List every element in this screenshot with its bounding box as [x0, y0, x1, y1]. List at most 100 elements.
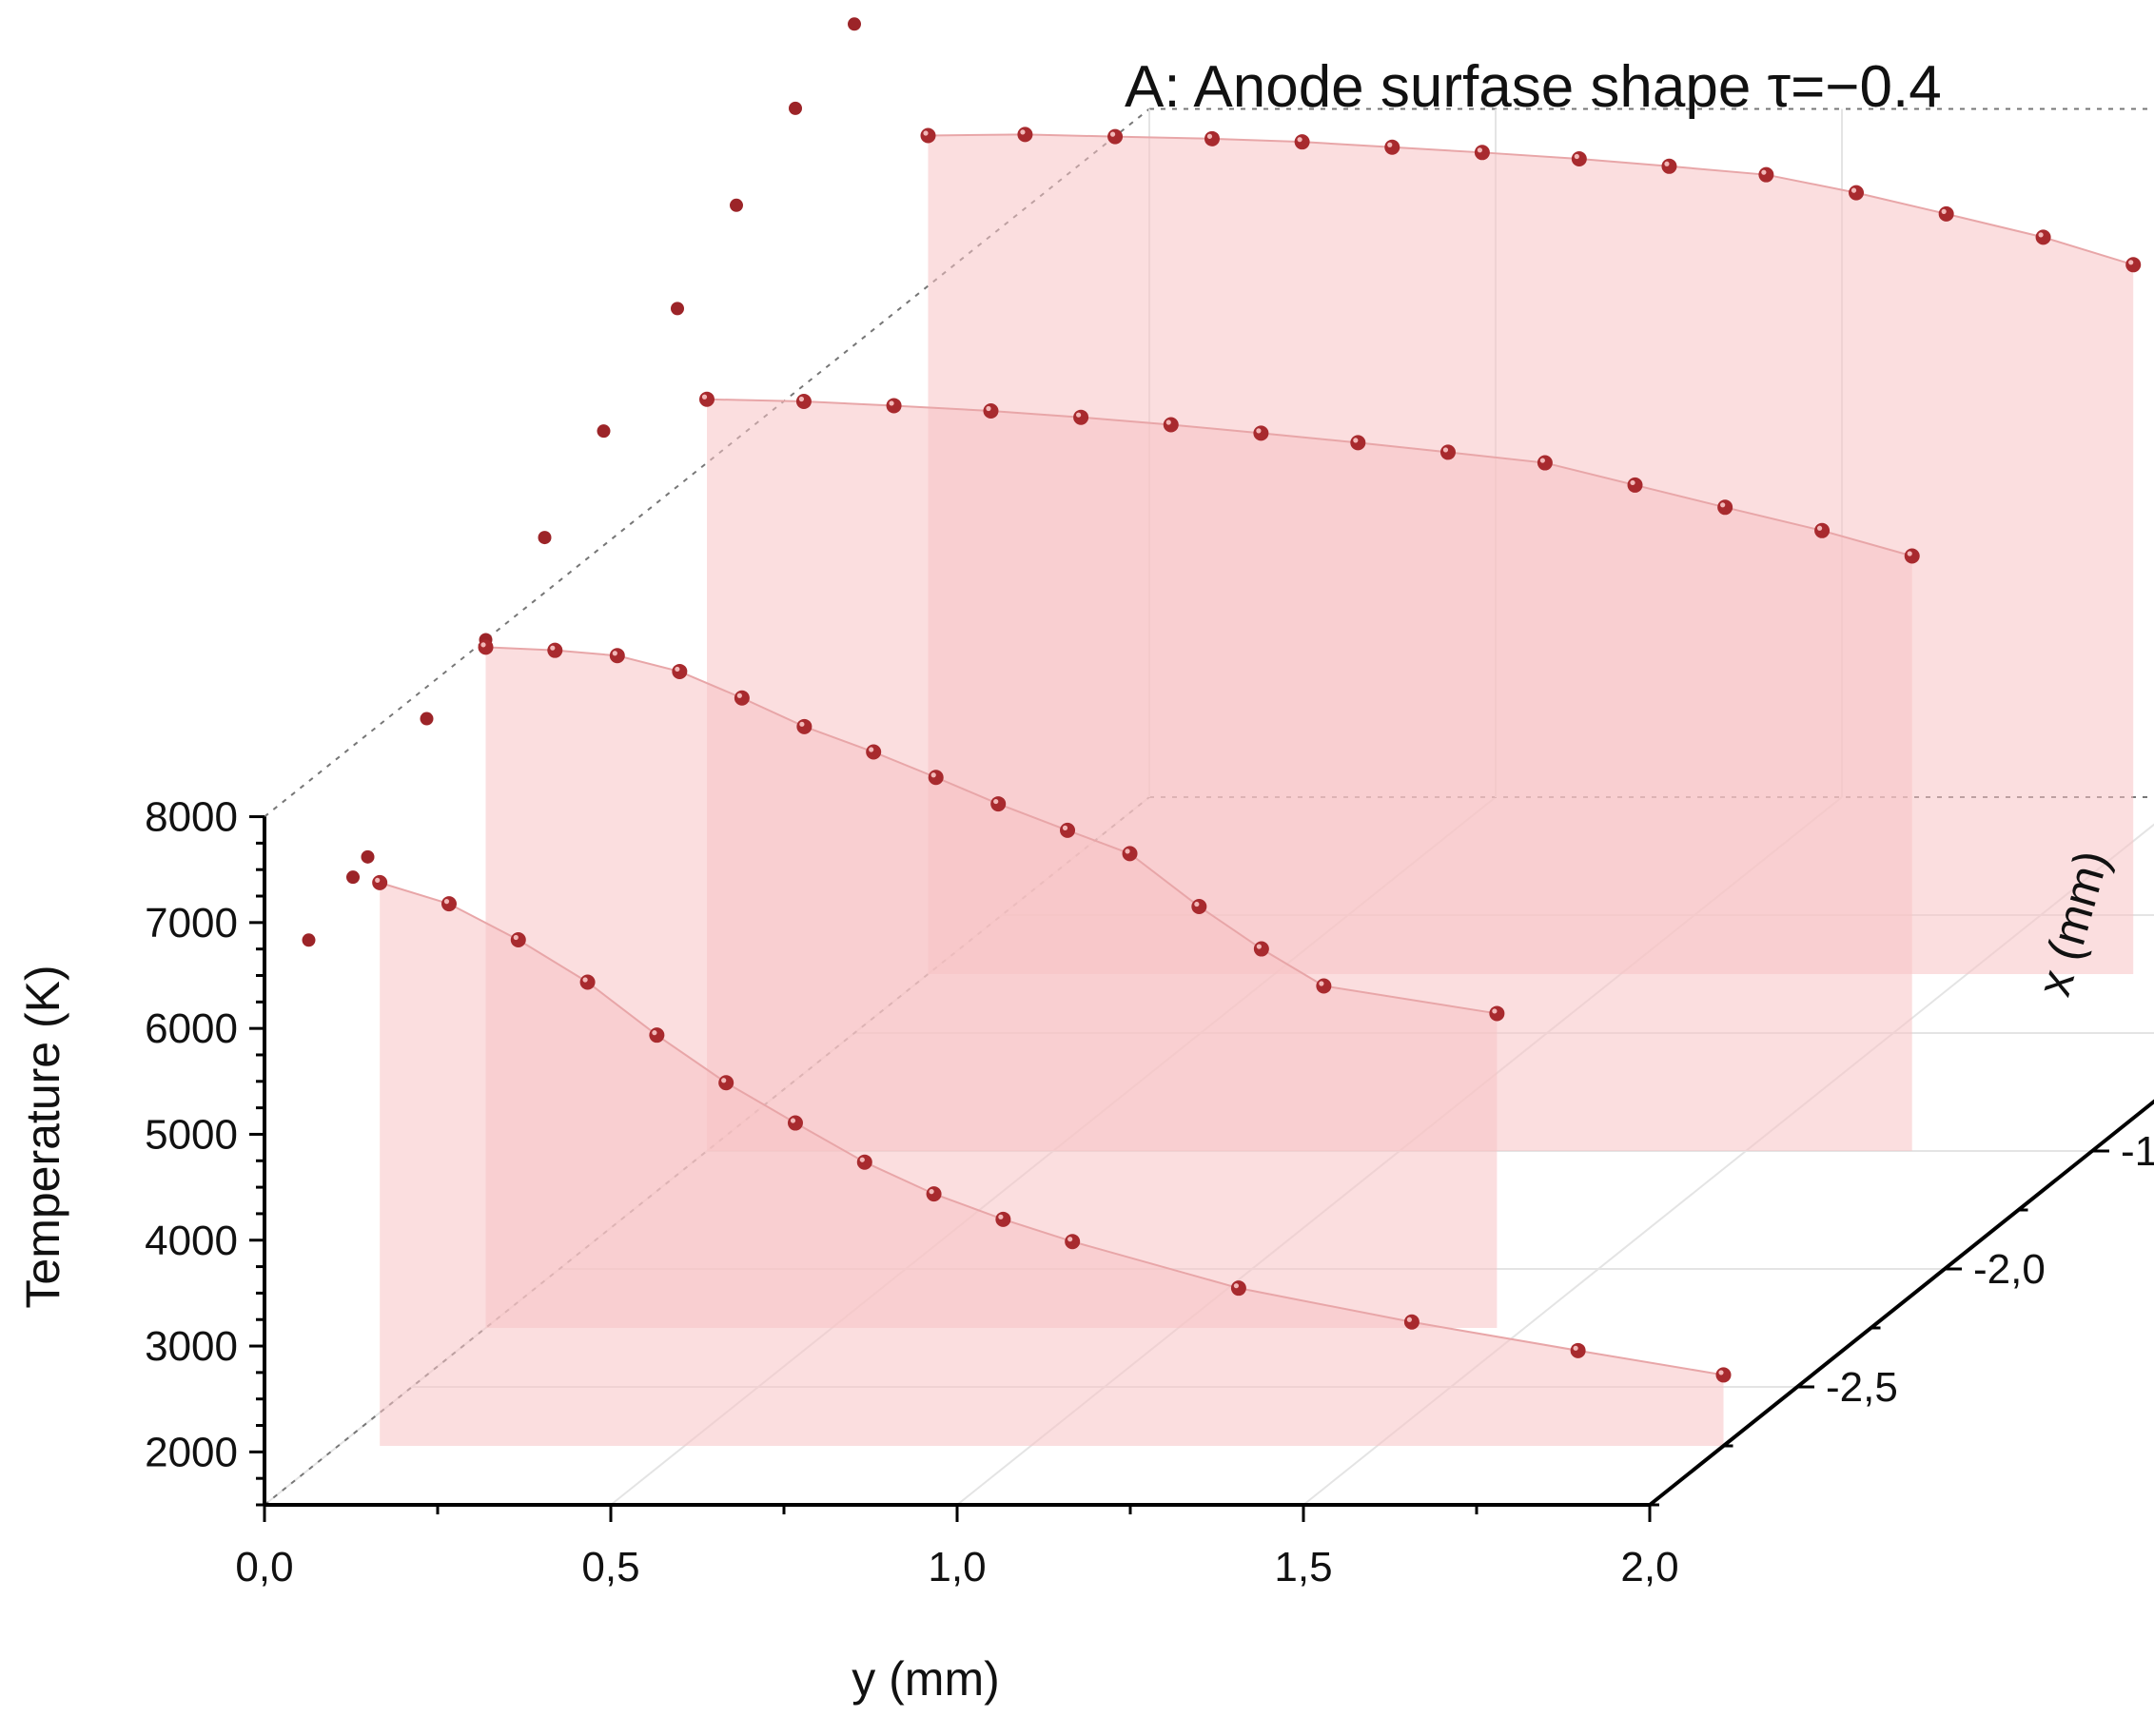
- data-point: [983, 403, 999, 419]
- data-point-highlight: [1442, 447, 1449, 453]
- data-point: [886, 398, 902, 414]
- data-point-highlight: [1406, 1317, 1412, 1322]
- data-point-highlight: [721, 1078, 727, 1083]
- temperature-axis-title: Temperature (K): [16, 965, 69, 1308]
- projection-point: [789, 101, 802, 115]
- series-walls: [379, 133, 2134, 1446]
- data-point: [1107, 128, 1124, 145]
- data-point-highlight: [1477, 147, 1482, 153]
- data-point-highlight: [1720, 502, 1726, 508]
- data-point-highlight: [1816, 525, 1823, 531]
- data-point: [1384, 139, 1400, 155]
- data-point: [1163, 417, 1179, 433]
- temperature-tick-label: 5000: [145, 1111, 238, 1158]
- data-point: [1571, 150, 1587, 166]
- data-point-highlight: [1664, 161, 1670, 166]
- y-tick-label: 0,5: [581, 1544, 639, 1590]
- temperature-tick-label: 4000: [145, 1218, 238, 1264]
- data-point: [1017, 127, 1033, 143]
- temperature-tick-label: 3000: [145, 1323, 238, 1370]
- data-point: [1253, 425, 1269, 441]
- data-point-highlight: [993, 798, 999, 805]
- axes: [249, 815, 2154, 1522]
- data-point-highlight: [582, 977, 588, 983]
- data-point-highlight: [1067, 1237, 1073, 1242]
- data-point-highlight: [612, 651, 617, 656]
- data-point-highlight: [889, 400, 894, 406]
- data-point: [1191, 899, 1207, 915]
- data-point: [1439, 444, 1456, 460]
- data-point: [928, 770, 944, 786]
- data-point: [920, 127, 936, 144]
- data-point-highlight: [1718, 1370, 1724, 1375]
- data-point: [1938, 205, 1954, 222]
- data-point-highlight: [1194, 901, 1200, 907]
- data-point-highlight: [929, 1189, 934, 1195]
- projection-point: [361, 849, 375, 864]
- data-point: [672, 663, 688, 679]
- data-point: [734, 690, 750, 706]
- data-point: [1316, 978, 1332, 994]
- data-point: [926, 1186, 942, 1202]
- temperature-tick-label: 6000: [145, 1005, 238, 1052]
- data-point: [2125, 257, 2142, 273]
- data-point: [718, 1075, 734, 1091]
- axis-labels: 2000 3000 4000 5000 6000 7000 8000 0,0 0,5 1,0 1,5…: [145, 794, 2154, 1590]
- chart-annotation: A: Anode surfase shape τ=−0.4: [1125, 54, 1942, 120]
- data-point-highlight: [1387, 142, 1393, 147]
- data-point-highlight: [2128, 260, 2134, 265]
- data-point: [1715, 1367, 1732, 1383]
- data-point: [1661, 158, 1677, 174]
- data-point: [1758, 166, 1774, 183]
- data-point-highlight: [1941, 208, 1947, 214]
- y-tick-label: 0,0: [235, 1544, 293, 1590]
- x-tick-label: -1,5: [2121, 1128, 2154, 1175]
- data-point-highlight: [930, 772, 936, 778]
- projection-points: [302, 17, 861, 947]
- data-point: [1122, 846, 1138, 862]
- series-wall-3: [380, 882, 1724, 1446]
- data-point: [699, 391, 715, 407]
- data-point-highlight: [1020, 129, 1026, 135]
- data-point: [609, 648, 625, 664]
- projection-point: [848, 17, 861, 31]
- data-point-highlight: [1492, 1008, 1498, 1014]
- data-point-highlight: [1233, 1283, 1239, 1289]
- data-point: [1537, 455, 1553, 471]
- data-point: [1570, 1342, 1586, 1358]
- data-point: [1849, 185, 1865, 201]
- data-point: [1474, 145, 1490, 161]
- data-point: [1627, 477, 1643, 493]
- projection-point: [671, 302, 684, 316]
- data-point: [1904, 548, 1920, 564]
- projection-point: [346, 870, 360, 885]
- data-point: [1204, 130, 1220, 146]
- data-point-highlight: [2038, 232, 2044, 238]
- data-point: [547, 642, 563, 658]
- data-point-highlight: [923, 130, 929, 136]
- series-curve-0: [928, 133, 2134, 266]
- data-point-highlight: [1076, 412, 1082, 418]
- data-point: [372, 874, 388, 890]
- data-point-highlight: [1573, 1345, 1578, 1351]
- data-point-highlight: [1907, 551, 1912, 556]
- data-point: [649, 1027, 665, 1044]
- projection-point: [597, 424, 611, 439]
- data-point-highlight: [1297, 137, 1302, 143]
- data-point: [1294, 134, 1310, 150]
- data-point-highlight: [480, 642, 486, 648]
- data-point: [796, 718, 813, 734]
- y-axis-title: y (mm): [852, 1652, 1000, 1706]
- data-point-highlight: [652, 1030, 657, 1036]
- data-point-highlight: [1256, 944, 1262, 949]
- data-point-highlight: [375, 877, 381, 883]
- data-point: [579, 974, 596, 990]
- y-tick-label: 1,5: [1274, 1544, 1332, 1590]
- y-tick-label: 2,0: [1620, 1544, 1678, 1590]
- data-points: [372, 127, 2142, 1383]
- temperature-tick-label: 7000: [145, 900, 238, 946]
- data-point-highlight: [790, 1118, 796, 1123]
- data-point-highlight: [513, 934, 519, 941]
- data-point-highlight: [736, 692, 742, 698]
